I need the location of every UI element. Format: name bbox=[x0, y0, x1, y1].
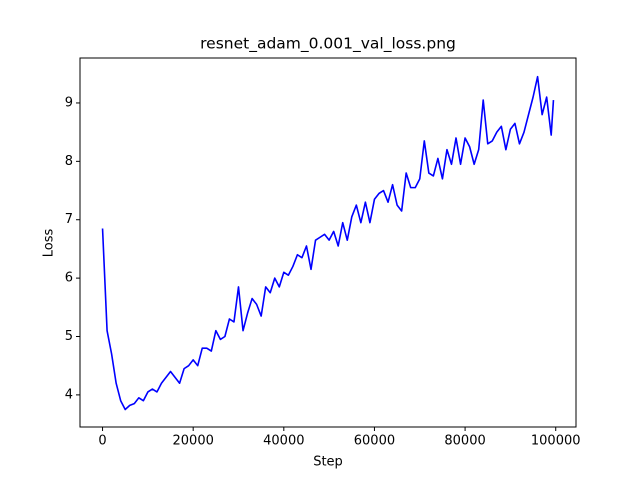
y-tick-label: 6 bbox=[65, 271, 73, 286]
y-tick-label: 9 bbox=[65, 95, 73, 110]
y-tick-label: 5 bbox=[65, 329, 73, 344]
x-tick-label: 60000 bbox=[354, 434, 395, 449]
y-tick-label: 8 bbox=[65, 154, 73, 169]
chart-title: resnet_adam_0.001_val_loss.png bbox=[200, 35, 456, 54]
y-tick-label: 4 bbox=[65, 387, 73, 402]
x-axis-label: Step bbox=[313, 455, 343, 470]
x-tick-label: 40000 bbox=[263, 434, 304, 449]
y-axis-label: Loss bbox=[42, 229, 57, 258]
x-tick-label: 20000 bbox=[173, 434, 214, 449]
data-line bbox=[101, 75, 555, 411]
x-tick-label: 0 bbox=[98, 434, 106, 449]
x-tick-label: 80000 bbox=[444, 434, 485, 449]
y-tick-label: 7 bbox=[65, 212, 73, 227]
plot-frame bbox=[79, 57, 577, 428]
x-tick-label: 100000 bbox=[531, 434, 581, 449]
